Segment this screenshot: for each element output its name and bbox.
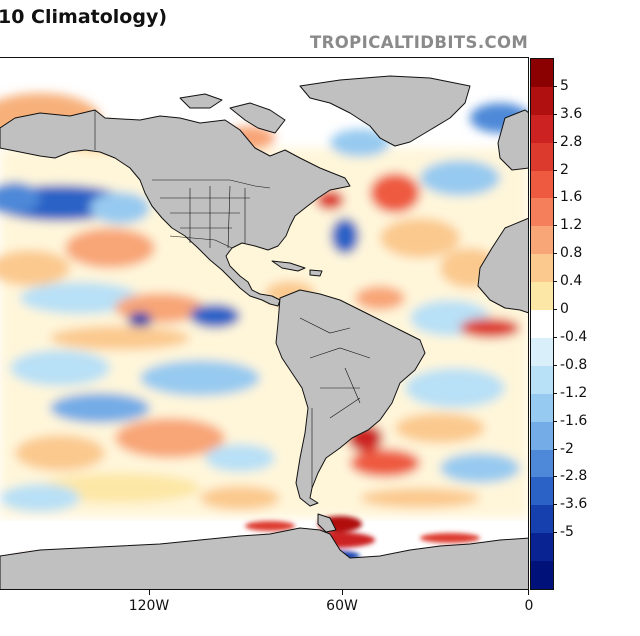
x-axis-label-60w: 60W (326, 598, 358, 614)
colorbar-segment (531, 170, 553, 199)
colorbar-segment (531, 226, 553, 255)
colorbar-label: -2 (560, 440, 574, 457)
colorbar-label: 1.6 (560, 189, 583, 206)
colorbar-tick (553, 364, 557, 366)
colorbar-label: 5 (560, 77, 569, 94)
africa (477, 217, 528, 314)
colorbar-label: 0.4 (560, 273, 583, 290)
colorbar-segment (531, 198, 553, 227)
colorbar-tick (553, 225, 557, 227)
colorbar-label: -1.2 (560, 384, 588, 401)
colorbar-tick (553, 420, 557, 422)
colorbar-tick (553, 85, 557, 87)
north-america (0, 109, 351, 307)
colorbar-tick (553, 281, 557, 283)
colorbar-segment (531, 337, 553, 367)
antarctic-peninsula (317, 513, 337, 533)
colorbar-segment (531, 86, 553, 116)
colorbar-label: 3.6 (560, 105, 583, 122)
colorbar-label: 0.8 (560, 245, 583, 262)
colorbar (530, 58, 554, 590)
sst-anomaly-map (0, 75, 528, 589)
x-axis-tick (528, 590, 529, 595)
colorbar-segment (531, 59, 553, 88)
colorbar-label: -1.6 (560, 412, 588, 429)
colorbar-segment (531, 449, 553, 478)
colorbar-segment (531, 505, 553, 534)
antarctica (0, 527, 528, 589)
colorbar-label: -5 (560, 524, 574, 541)
colorbar-label: 0 (560, 301, 569, 318)
x-axis-label-120w: 120W (128, 598, 170, 614)
colorbar-tick (553, 141, 557, 143)
land-masses (0, 75, 528, 589)
baffin-island (229, 102, 286, 134)
colorbar-tick (553, 476, 557, 478)
colorbar-tick (553, 448, 557, 450)
colorbar-tick (553, 309, 557, 311)
colorbar-tick (553, 253, 557, 255)
colorbar-label: 2.8 (560, 133, 583, 150)
colorbar-segment (531, 393, 553, 423)
cuba (271, 260, 306, 272)
watermark: TROPICALTIDBITS.COM (310, 33, 529, 52)
colorbar-segment (531, 114, 553, 144)
colorbar-segment (531, 282, 553, 311)
europe (497, 109, 528, 171)
colorbar-tick (553, 336, 557, 338)
colorbar-label: -3.6 (560, 496, 588, 513)
x-axis-tick (149, 590, 150, 595)
colorbar-tick (553, 392, 557, 394)
map-panel (0, 57, 529, 590)
colorbar-segment (531, 533, 553, 562)
colorbar-label: -0.4 (560, 328, 588, 345)
colorbar-segment (531, 477, 553, 506)
colorbar-tick (553, 197, 557, 199)
colorbar-label: -2.8 (560, 468, 588, 485)
hispaniola (309, 269, 323, 277)
colorbar-label: 1.2 (560, 217, 583, 234)
colorbar-segment (531, 421, 553, 451)
colorbar-tick (553, 532, 557, 534)
map-title: 10 Climatology) (0, 6, 168, 28)
greenland (299, 75, 471, 147)
south-america (275, 289, 426, 507)
arctic-island (179, 93, 223, 109)
colorbar-segment (531, 365, 553, 395)
x-axis-label-0: 0 (524, 598, 534, 614)
colorbar-tick (553, 113, 557, 115)
colorbar-tick (553, 169, 557, 171)
x-axis-tick (342, 590, 343, 595)
colorbar-label: 2 (560, 161, 569, 178)
colorbar-segment (531, 254, 553, 283)
political-borders (94, 110, 371, 488)
colorbar-label: -0.8 (560, 356, 588, 373)
colorbar-segment (531, 561, 553, 589)
colorbar-segment (531, 142, 553, 172)
colorbar-segment (531, 310, 553, 339)
colorbar-tick (553, 504, 557, 506)
